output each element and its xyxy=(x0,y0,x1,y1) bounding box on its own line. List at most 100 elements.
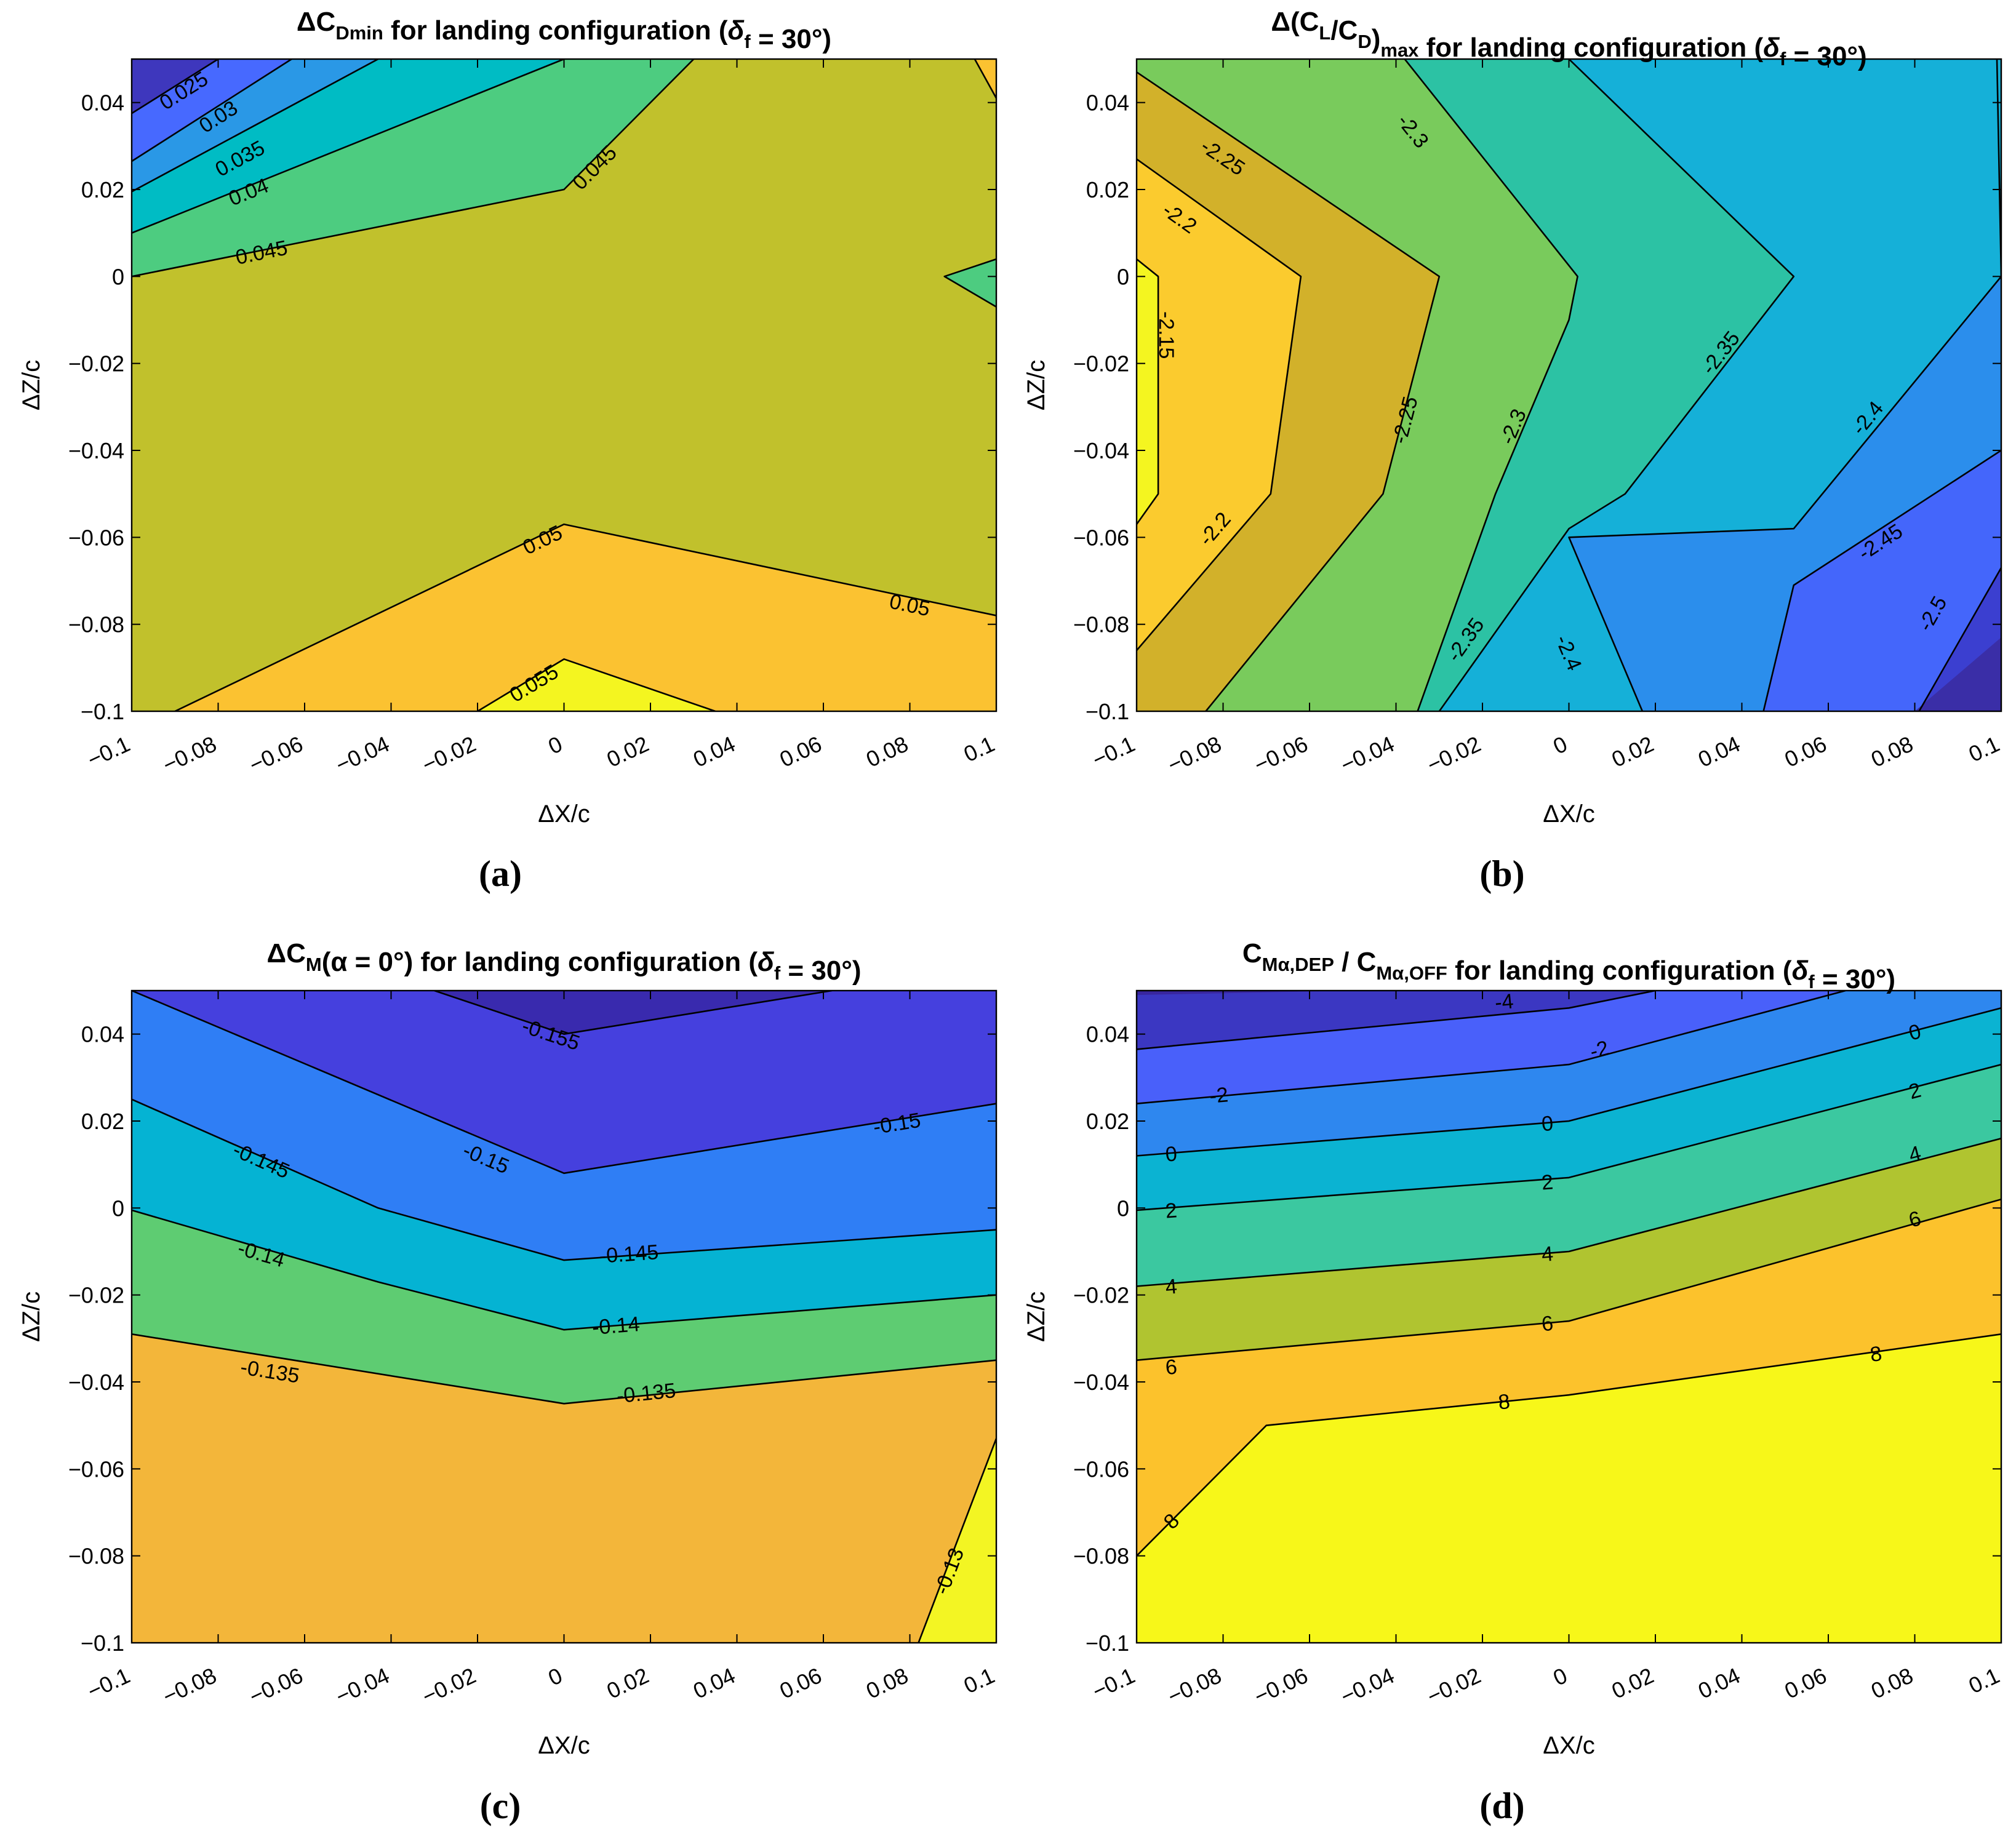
y-tick-label: 0.04 xyxy=(1086,90,1129,116)
y-tick-label: 0.02 xyxy=(1086,1109,1129,1134)
y-tick-label: −0.04 xyxy=(1073,438,1129,463)
contour-label: 4 xyxy=(1164,1275,1178,1299)
x-tick-label: 0.06 xyxy=(1781,731,1831,772)
x-tick-label: −0.04 xyxy=(1337,1662,1398,1709)
contour-line--0.14 xyxy=(132,1209,996,1331)
contour-line--0.13 xyxy=(918,1438,996,1643)
plot-area-b: -2.25-2.3-2.2-2.15 -2.35-2.25 -2.3 -2.4-2.2… xyxy=(1137,59,2001,711)
contour-label: 8 xyxy=(1497,1390,1511,1415)
x-tick-label: −0.08 xyxy=(1164,731,1225,778)
caption-a: (a) xyxy=(479,853,522,894)
contour-line-0.04 xyxy=(132,59,564,234)
x-tick-label: −0.02 xyxy=(418,731,479,778)
x-tick-label: 0 xyxy=(544,1662,566,1691)
x-tick-label: −0.08 xyxy=(1164,1662,1225,1709)
contour-label-text: -0.14 xyxy=(591,1312,641,1339)
y-tick-label: −0.1 xyxy=(1086,699,1129,724)
x-tick-label: 0.04 xyxy=(1694,1662,1744,1704)
contour-line--2 xyxy=(1137,991,1846,1104)
contour-label: -2 xyxy=(1209,1083,1230,1108)
x-tick-label: −0.04 xyxy=(332,731,393,778)
x-tick-label: −0.08 xyxy=(159,1662,220,1709)
x-tick-label: −0.06 xyxy=(245,1662,306,1709)
y-axis-label: ΔZ/c xyxy=(18,1291,45,1342)
plot-area-a: 0.0250.030.0350.040.0450.0450.050.050.05… xyxy=(132,59,996,711)
caption-d: (d) xyxy=(1479,1786,1524,1826)
y-tick-label: −0.08 xyxy=(1073,612,1129,637)
y-tick-label: 0.02 xyxy=(81,177,124,202)
x-tick-label: 0.1 xyxy=(960,1662,999,1698)
contour-fill-region xyxy=(478,659,716,711)
contour-label: -2.15 xyxy=(1154,311,1178,359)
x-tick-label: −0.1 xyxy=(84,731,134,772)
y-axis-label: ΔZ/c xyxy=(18,360,45,410)
x-tick-label: −0.06 xyxy=(1250,731,1311,778)
x-tick-label: 0.04 xyxy=(689,731,739,772)
y-tick-label: −0.1 xyxy=(81,699,124,724)
x-tick-label: −0.1 xyxy=(84,1662,134,1704)
contour-label-text: 8 xyxy=(1497,1390,1511,1415)
contour-label-text: 4 xyxy=(1541,1242,1554,1266)
chart-title: CMα,DEP / CMα,OFF for landing configurat… xyxy=(1242,938,1895,994)
contour-line--2.2 xyxy=(1137,158,1302,651)
y-tick-label: 0 xyxy=(1117,264,1129,289)
y-tick-label: −0.08 xyxy=(1073,1544,1129,1569)
chart-title: ΔCM(α = 0°) for landing configuration (δ… xyxy=(266,938,861,986)
y-tick-label: 0.04 xyxy=(1086,1022,1129,1047)
contour-line-0 xyxy=(1137,1007,2001,1157)
panel-a: 0.0250.030.0350.040.0450.0450.050.050.05… xyxy=(18,7,998,828)
y-tick-label: −0.04 xyxy=(68,438,124,463)
y-tick-label: 0.04 xyxy=(81,90,124,116)
contour-line--0.15 xyxy=(132,991,996,1175)
contour-line-0.045 xyxy=(943,258,996,308)
y-tick-label: −0.02 xyxy=(68,1283,124,1308)
x-tick-label: −0.06 xyxy=(245,731,306,778)
x-tick-label: 0.04 xyxy=(1694,731,1744,772)
contour-line--0.135 xyxy=(132,1333,996,1405)
x-tick-label: 0.02 xyxy=(1608,1662,1658,1704)
contour-line-2 xyxy=(1137,1063,2001,1211)
y-tick-label: −0.04 xyxy=(68,1370,124,1395)
y-tick-label: 0 xyxy=(112,1195,124,1221)
y-tick-label: −0.1 xyxy=(81,1630,124,1656)
y-tick-label: −0.06 xyxy=(68,525,124,550)
y-tick-label: −0.02 xyxy=(1073,1283,1129,1308)
contour-label-text: 2 xyxy=(1164,1199,1178,1223)
x-tick-label: 0.1 xyxy=(1965,731,2004,767)
x-axis-label: ΔX/c xyxy=(1543,1732,1595,1759)
y-tick-label: 0.04 xyxy=(81,1022,124,1047)
y-tick-label: −0.1 xyxy=(1086,1630,1129,1656)
contour-line-0.045 xyxy=(132,59,695,277)
contour-label: 2 xyxy=(1541,1170,1554,1194)
contour-line--2.25 xyxy=(1137,71,1441,711)
y-tick-label: −0.02 xyxy=(68,351,124,377)
contour-line--2.45 xyxy=(1762,449,2001,711)
contour-line-8 xyxy=(1137,1333,2001,1557)
x-tick-label: 0.08 xyxy=(1867,731,1917,772)
x-tick-label: −0.04 xyxy=(1337,731,1398,778)
x-axis-label: ΔX/c xyxy=(538,800,590,828)
x-tick-label: 0.08 xyxy=(1867,1662,1917,1704)
y-tick-label: −0.06 xyxy=(1073,1456,1129,1482)
x-tick-label: 0 xyxy=(1549,731,1570,759)
y-tick-label: −0.04 xyxy=(1073,1370,1129,1395)
x-tick-label: 0 xyxy=(1549,1662,1570,1691)
x-tick-label: −0.02 xyxy=(1423,731,1484,778)
x-axis-label: ΔX/c xyxy=(538,1732,590,1759)
contour-label: 0 xyxy=(1164,1142,1178,1166)
contour-line-0.055 xyxy=(477,658,716,711)
x-tick-label: 0.06 xyxy=(1781,1662,1831,1704)
contour-label: 2 xyxy=(1164,1199,1178,1223)
contour-line-0.03 xyxy=(132,59,292,162)
panel-c: -0.155-0.15-0.15-0.145-0.145-0.14-0.14-0… xyxy=(18,938,998,1759)
contour-line-4 xyxy=(1137,1138,2001,1287)
y-tick-label: 0.02 xyxy=(1086,177,1129,202)
y-tick-label: −0.06 xyxy=(1073,525,1129,550)
contour-label: -0.145 xyxy=(599,1240,660,1268)
contour-label-text: 6 xyxy=(1540,1312,1554,1336)
contour-label: 6 xyxy=(1164,1355,1178,1380)
y-tick-label: −0.08 xyxy=(68,1544,124,1569)
